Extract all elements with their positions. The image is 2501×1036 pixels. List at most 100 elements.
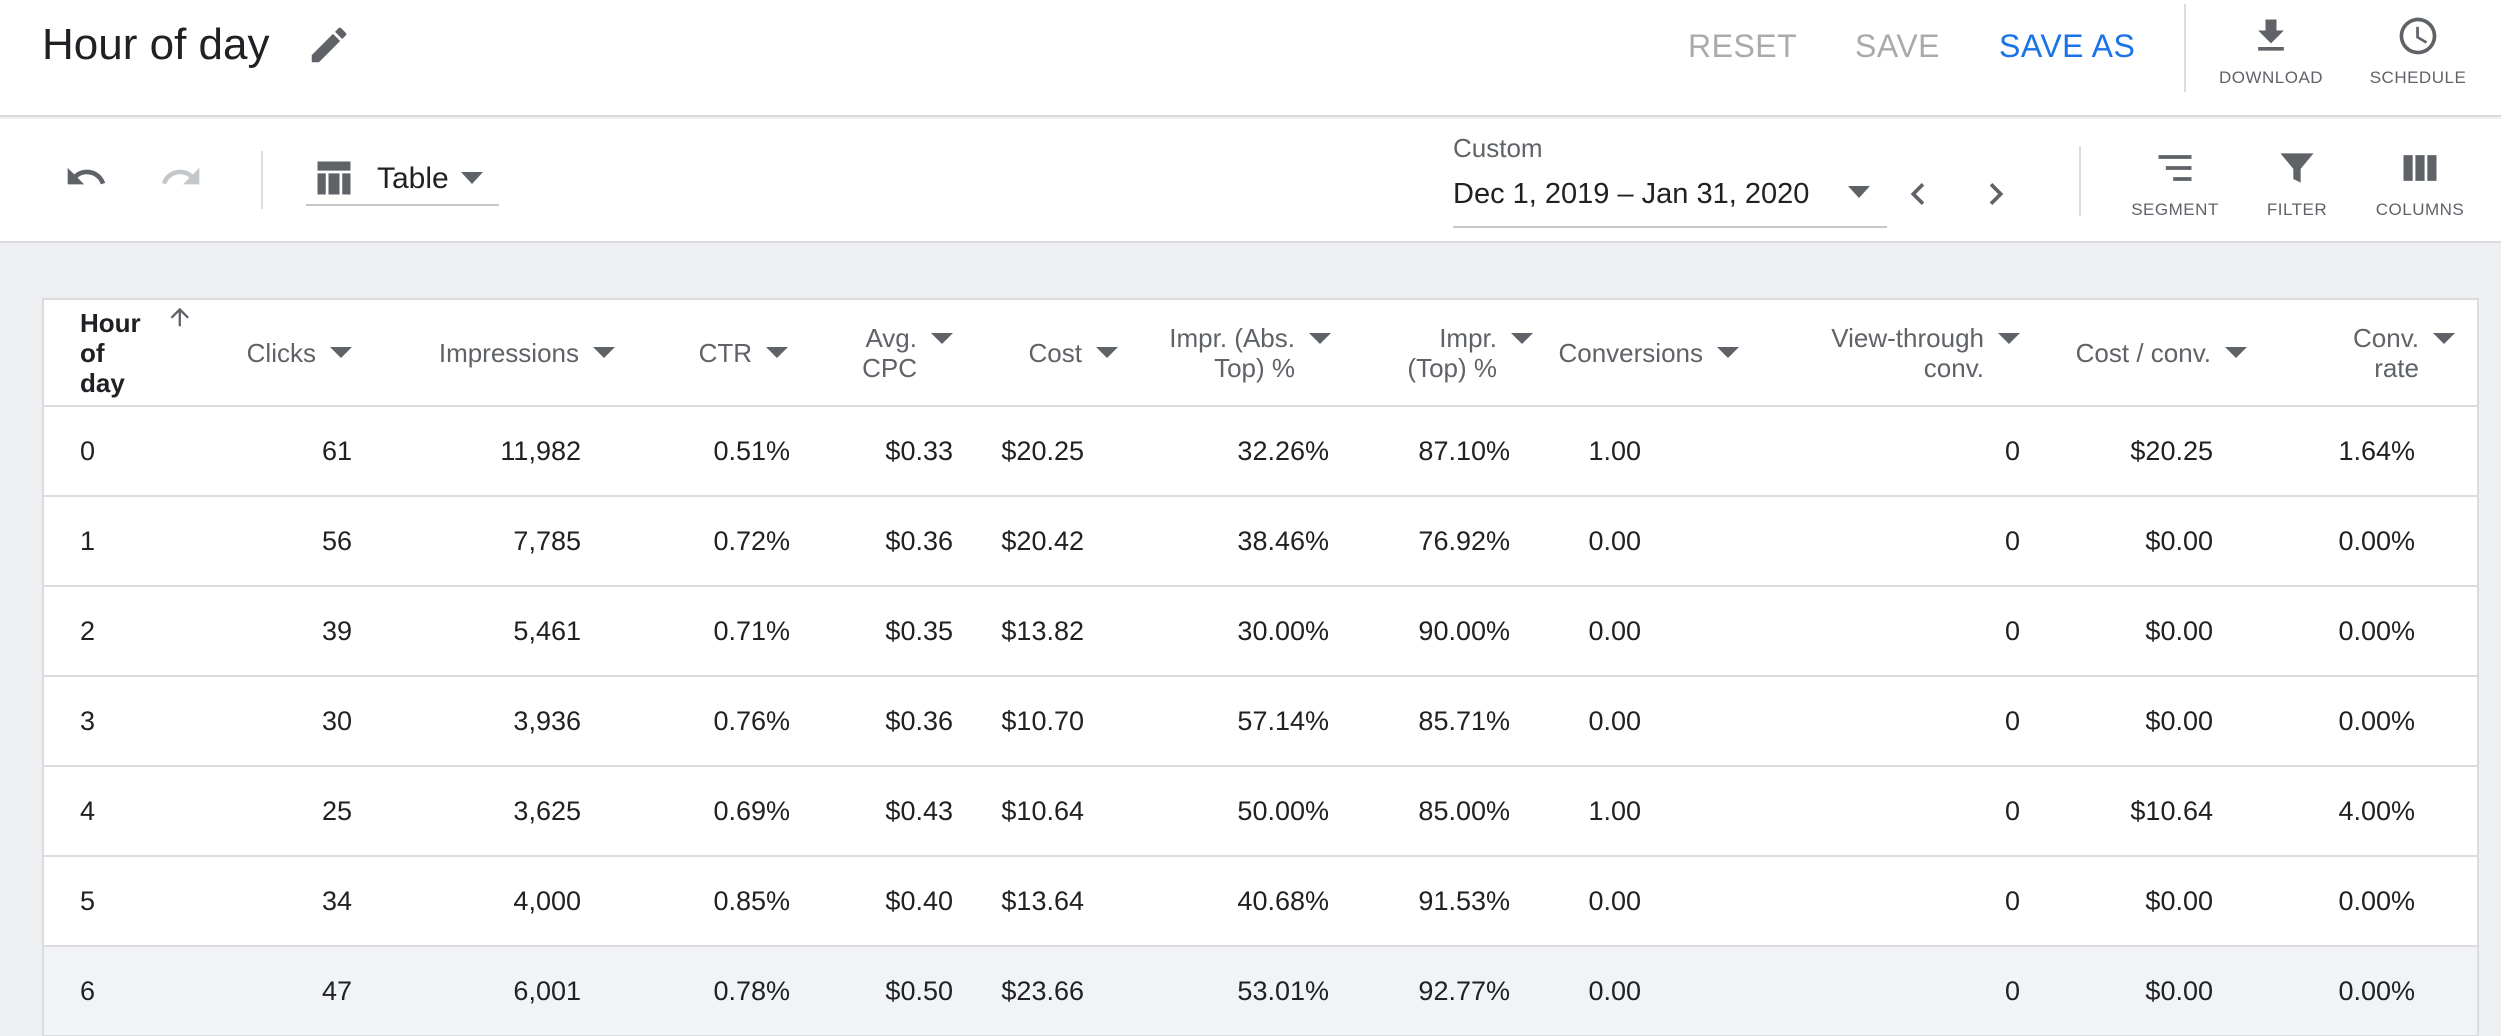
cell-cost: $10.70 xyxy=(993,676,1148,767)
column-header-label: Clicks xyxy=(246,337,316,368)
cell-impr-abs-top: 30.00% xyxy=(1148,586,1357,677)
column-header-conv-rate[interactable]: Conv. rate xyxy=(2285,300,2477,407)
cell-clicks: 30 xyxy=(194,676,398,767)
caret-down-icon xyxy=(2225,347,2247,358)
columns-icon xyxy=(2403,155,2437,181)
table-row[interactable]: 1 56 7,785 0.72% $0.36 $20.42 38.46% 76.92% 0.00… xyxy=(44,496,2477,587)
cell-cost-per-conv: $0.00 xyxy=(2059,586,2285,677)
save-button[interactable]: SAVE xyxy=(1855,28,1940,64)
cell-hour: 0 xyxy=(44,406,194,497)
cell-conversions: 1.00 xyxy=(1560,406,1765,497)
cell-impr-top: 92.77% xyxy=(1357,946,1560,1036)
cell-hour: 4 xyxy=(44,766,194,857)
report-header: Hour of day RESET SAVE SAVE AS DOWNLOAD … xyxy=(0,0,2501,117)
column-header-impr-top[interactable]: Impr. (Top) % xyxy=(1357,300,1560,407)
cell-conversions: 0.00 xyxy=(1560,496,1765,587)
cell-cost-per-conv: $0.00 xyxy=(2059,676,2285,767)
column-header-label: Top) % xyxy=(1214,352,1295,383)
cell-view-through-conv: 0 xyxy=(1765,586,2059,677)
cell-conversions: 0.00 xyxy=(1560,676,1765,767)
column-header-avg-cpc[interactable]: Avg. CPC xyxy=(826,300,993,407)
column-header-clicks[interactable]: Clicks xyxy=(194,300,398,407)
header-divider xyxy=(2184,4,2186,92)
caret-down-icon xyxy=(1309,332,1331,344)
report-toolbar xyxy=(0,119,2501,243)
schedule-button[interactable]: SCHEDULE xyxy=(2365,14,2471,88)
column-header-hour-of-day[interactable]: Hour of day xyxy=(44,300,194,407)
cell-cost: $23.66 xyxy=(993,946,1148,1036)
redo-icon[interactable] xyxy=(155,155,207,199)
columns-button[interactable]: COLUMNS xyxy=(2368,146,2472,220)
cell-impr-abs-top: 50.00% xyxy=(1148,766,1357,857)
filter-button[interactable]: FILTER xyxy=(2250,146,2344,220)
column-header-label: rate xyxy=(2374,352,2419,383)
table-row[interactable]: 2 39 5,461 0.71% $0.35 $13.82 30.00% 90.00% 0.00… xyxy=(44,586,2477,677)
chevron-down-icon xyxy=(1848,186,1870,198)
table-header-row: Hour of day Clicks Impressions CTR Avg. CP… xyxy=(44,300,2477,407)
date-range-value: Dec 1, 2019 – Jan 31, 2020 xyxy=(1453,178,1810,210)
table-row[interactable]: 6 47 6,001 0.78% $0.50 $23.66 53.01% 92.77% 0.00… xyxy=(44,946,2477,1036)
cell-clicks: 47 xyxy=(194,946,398,1036)
cell-ctr: 0.78% xyxy=(651,946,826,1036)
table-row[interactable]: 4 25 3,625 0.69% $0.43 $10.64 50.00% 85.00% 1.00… xyxy=(44,766,2477,857)
save-as-button[interactable]: SAVE AS xyxy=(1999,28,2136,64)
caret-down-icon xyxy=(2433,332,2455,344)
column-header-label: Impr. (Abs. xyxy=(1169,322,1295,353)
edit-pencil-icon[interactable] xyxy=(306,22,352,68)
download-button[interactable]: DOWNLOAD xyxy=(2218,14,2324,88)
table-row[interactable]: 5 34 4,000 0.85% $0.40 $13.64 40.68% 91.53% 0.00… xyxy=(44,856,2477,947)
cell-avg-cpc: $0.33 xyxy=(826,406,993,497)
report-title: Hour of day xyxy=(42,20,270,69)
cell-conversions: 0.00 xyxy=(1560,586,1765,677)
cell-impressions: 4,000 xyxy=(398,856,651,947)
caret-down-icon xyxy=(1511,332,1533,344)
column-header-label: Conv. xyxy=(2353,322,2419,353)
cell-conv-rate: 0.00% xyxy=(2285,856,2477,947)
column-header-cost[interactable]: Cost xyxy=(993,300,1148,407)
reset-button[interactable]: RESET xyxy=(1688,28,1798,64)
segment-icon xyxy=(2158,155,2192,181)
cell-ctr: 0.85% xyxy=(651,856,826,947)
date-range-dropdown[interactable]: Dec 1, 2019 – Jan 31, 2020 xyxy=(1453,170,1887,228)
cell-cost-per-conv: $0.00 xyxy=(2059,946,2285,1036)
table-row[interactable]: 3 30 3,936 0.76% $0.36 $10.70 57.14% 85.71% 0.00… xyxy=(44,676,2477,767)
cell-impressions: 11,982 xyxy=(398,406,651,497)
column-header-label: CTR xyxy=(698,337,752,368)
column-header-conversions[interactable]: Conversions xyxy=(1558,300,1765,407)
cell-hour: 3 xyxy=(44,676,194,767)
cell-hour: 5 xyxy=(44,856,194,947)
cell-impr-abs-top: 40.68% xyxy=(1148,856,1357,947)
cell-avg-cpc: $0.36 xyxy=(826,676,993,767)
view-type-dropdown[interactable]: Table xyxy=(306,150,499,206)
segment-button[interactable]: SEGMENT xyxy=(2124,146,2226,220)
chevron-left-icon[interactable] xyxy=(1896,172,1940,216)
cell-impr-abs-top: 53.01% xyxy=(1148,946,1357,1036)
column-header-cost-per-conv[interactable]: Cost / conv. xyxy=(2059,300,2285,407)
cell-ctr: 0.72% xyxy=(651,496,826,587)
column-header-label: View-through xyxy=(1831,322,1984,353)
undo-icon[interactable] xyxy=(60,155,112,199)
cell-cost-per-conv: $20.25 xyxy=(2059,406,2285,497)
cell-ctr: 0.76% xyxy=(651,676,826,767)
toolbar-divider xyxy=(261,151,263,209)
column-header-ctr[interactable]: CTR xyxy=(651,300,826,407)
caret-down-icon xyxy=(1998,332,2020,344)
filter-label: FILTER xyxy=(2266,200,2328,219)
cell-conv-rate: 0.00% xyxy=(2285,676,2477,767)
cell-cost: $13.82 xyxy=(993,586,1148,677)
column-header-label: Impr. xyxy=(1439,322,1497,353)
cell-impr-abs-top: 38.46% xyxy=(1148,496,1357,587)
cell-impr-top: 76.92% xyxy=(1357,496,1560,587)
chevron-right-icon[interactable] xyxy=(1974,172,2018,216)
column-header-impressions[interactable]: Impressions xyxy=(398,300,651,407)
column-header-impr-abs-top[interactable]: Impr. (Abs. Top) % xyxy=(1148,300,1357,407)
cell-impressions: 5,461 xyxy=(398,586,651,677)
cell-clicks: 34 xyxy=(194,856,398,947)
cell-impressions: 3,936 xyxy=(398,676,651,767)
column-header-label: Impressions xyxy=(438,337,579,368)
caret-down-icon xyxy=(931,332,953,344)
column-header-view-through-conv[interactable]: View-through conv. xyxy=(1765,300,2059,407)
table-icon xyxy=(317,161,351,195)
table-row[interactable]: 0 61 11,982 0.51% $0.33 $20.25 32.26% 87.10% 1.0… xyxy=(44,406,2477,497)
cell-clicks: 25 xyxy=(194,766,398,857)
